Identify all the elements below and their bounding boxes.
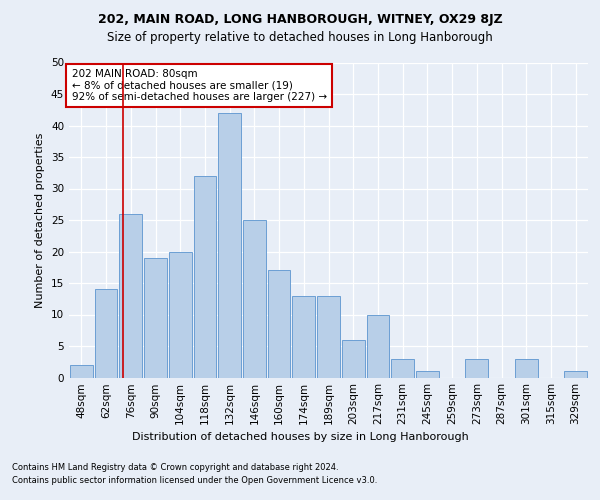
Bar [515,358,538,378]
Bar [169,252,191,378]
Text: 202 MAIN ROAD: 80sqm
← 8% of detached houses are smaller (19)
92% of semi-detach: 202 MAIN ROAD: 80sqm ← 8% of detached ho… [71,69,327,102]
Bar [342,340,365,378]
Bar [119,214,142,378]
Bar [243,220,266,378]
Bar [466,358,488,378]
Text: Size of property relative to detached houses in Long Hanborough: Size of property relative to detached ho… [107,31,493,44]
Bar [367,314,389,378]
Bar [416,371,439,378]
Bar [218,113,241,378]
Bar [144,258,167,378]
Text: Contains HM Land Registry data © Crown copyright and database right 2024.: Contains HM Land Registry data © Crown c… [12,462,338,471]
Text: Distribution of detached houses by size in Long Hanborough: Distribution of detached houses by size … [131,432,469,442]
Bar [317,296,340,378]
Bar [391,358,414,378]
Bar [564,371,587,378]
Bar [194,176,216,378]
Text: Contains public sector information licensed under the Open Government Licence v3: Contains public sector information licen… [12,476,377,485]
Bar [95,290,118,378]
Bar [292,296,315,378]
Bar [70,365,93,378]
Text: 202, MAIN ROAD, LONG HANBOROUGH, WITNEY, OX29 8JZ: 202, MAIN ROAD, LONG HANBOROUGH, WITNEY,… [98,12,502,26]
Y-axis label: Number of detached properties: Number of detached properties [35,132,46,308]
Bar [268,270,290,378]
